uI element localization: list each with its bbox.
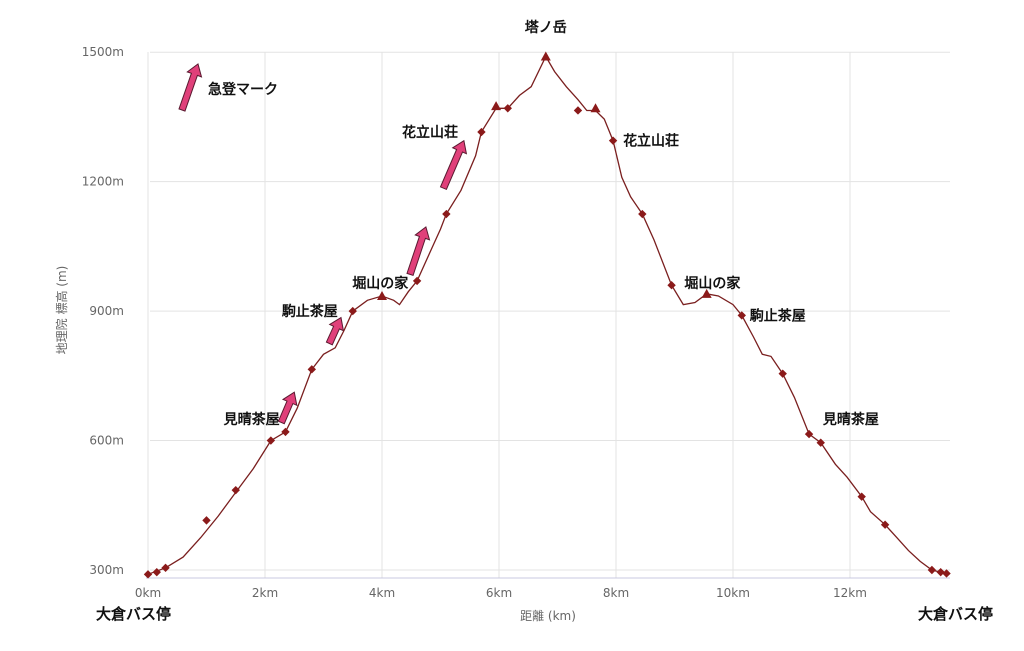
diamond-marker <box>202 516 211 525</box>
triangle-marker <box>701 288 712 298</box>
end-label: 大倉バス停 <box>918 605 994 623</box>
waypoint-label: 見晴茶屋 <box>223 411 280 428</box>
y-tick-label: 900m <box>89 304 124 318</box>
triangle-marker <box>590 103 601 113</box>
x-axis-label: 距離 (km) <box>520 609 576 623</box>
start-label: 大倉バス停 <box>96 605 172 623</box>
x-tick-label: 2km <box>252 586 278 600</box>
x-tick-label: 8km <box>603 586 629 600</box>
legend-label: 急登マーク <box>208 81 278 98</box>
ascent-arrows <box>277 139 468 425</box>
diamond-marker <box>942 569 951 578</box>
triangle-marker <box>491 101 502 111</box>
diamond-marker <box>936 567 945 577</box>
ascent-arrow <box>439 139 468 191</box>
diamond-marker <box>231 485 240 495</box>
tick-labels: 300m 600m 900m 1200m 1500m 0km 2km 4km 6km 8km 10k… <box>82 45 867 600</box>
grid <box>146 51 950 579</box>
waypoint-label: 堀山の家 <box>352 275 409 292</box>
waypoint-label: 花立山荘 <box>402 124 458 141</box>
diamond-marker <box>638 209 647 219</box>
waypoint-label: 塔ノ岳 <box>525 19 567 36</box>
diamond-marker <box>307 365 316 374</box>
diamond-marker <box>573 106 583 115</box>
diamond-marker <box>778 369 787 378</box>
triangle-marker <box>377 290 387 300</box>
triangle-marker <box>540 51 551 61</box>
diamond-marker <box>281 427 290 437</box>
x-tick-label: 6km <box>486 586 512 600</box>
diamond-marker <box>816 438 825 447</box>
y-tick-label: 1200m <box>82 175 124 189</box>
x-tick-label: 10km <box>716 586 750 600</box>
ascent-arrow <box>325 316 345 346</box>
diamond-marker <box>880 520 890 529</box>
diamond-marker <box>143 570 153 579</box>
diamond-marker <box>927 565 937 575</box>
x-tick-label: 4km <box>369 586 395 600</box>
diamond-marker <box>477 127 486 137</box>
y-tick-label: 600m <box>89 434 124 448</box>
y-tick-label: 1500m <box>82 45 124 59</box>
diamond-marker <box>412 276 422 286</box>
x-tick-label: 12km <box>833 586 867 600</box>
waypoint-label: 駒止茶屋 <box>282 303 338 320</box>
diamond-marker <box>442 209 451 219</box>
diamond-marker <box>348 306 357 316</box>
diamond-marker <box>857 492 866 501</box>
waypoint-label: 見晴茶屋 <box>822 411 879 428</box>
legend: 急登マーク <box>178 63 278 112</box>
waypoint-label: 堀山の家 <box>684 275 741 292</box>
y-tick-label: 300m <box>89 563 124 577</box>
diamond-marker <box>266 436 276 445</box>
x-tick-label: 0km <box>135 586 161 600</box>
y-axis-label: 地理院 標高 (m) <box>54 266 69 355</box>
diamond-marker <box>503 104 512 113</box>
waypoint-label: 花立山荘 <box>623 133 679 150</box>
waypoint-label: 駒止茶屋 <box>750 307 806 324</box>
legend-arrow-icon <box>178 63 203 112</box>
diamond-marker <box>161 563 170 573</box>
elevation-line <box>147 55 950 575</box>
ascent-arrow <box>406 226 431 277</box>
diamond-marker <box>804 429 814 439</box>
diamond-marker <box>667 281 676 290</box>
elevation-series <box>143 51 951 579</box>
diamond-marker <box>608 136 618 145</box>
diamond-marker <box>737 311 746 320</box>
diamond-marker <box>152 567 161 577</box>
ascent-arrow <box>277 391 298 425</box>
